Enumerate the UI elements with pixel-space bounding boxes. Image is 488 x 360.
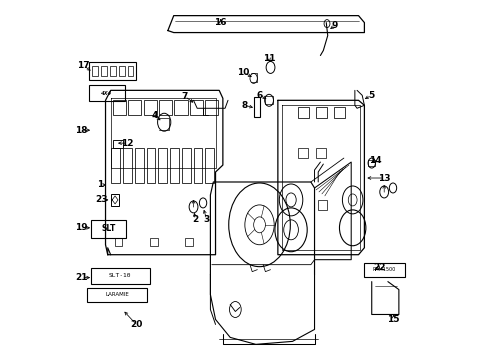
Bar (128, 100, 141, 115)
Bar (113, 140, 123, 148)
Bar (119, 67, 124, 76)
Bar (88, 62, 136, 80)
Bar (315, 107, 326, 118)
Text: 22: 22 (372, 263, 385, 272)
Bar (91, 268, 149, 284)
Bar (135, 148, 143, 183)
Text: SLT: SLT (101, 224, 116, 233)
Text: 23: 23 (96, 195, 108, 204)
Bar (265, 96, 272, 104)
Text: 4X4: 4X4 (101, 91, 112, 96)
Bar (123, 148, 132, 183)
Bar (364, 263, 404, 276)
Text: 8: 8 (241, 101, 247, 110)
Bar (110, 67, 116, 76)
Bar (158, 148, 167, 183)
Text: 3: 3 (203, 215, 209, 224)
Bar (170, 148, 179, 183)
Bar (110, 194, 119, 206)
Bar (143, 100, 157, 115)
Text: 15: 15 (386, 315, 399, 324)
Text: 1: 1 (97, 180, 103, 189)
Text: 11: 11 (262, 54, 275, 63)
Text: 19: 19 (75, 223, 87, 232)
Bar (101, 67, 107, 76)
Text: RAM1500: RAM1500 (372, 267, 395, 272)
Text: 18: 18 (75, 126, 87, 135)
Bar (92, 67, 98, 76)
Bar (205, 148, 214, 183)
Text: 9: 9 (331, 21, 338, 30)
Text: 7: 7 (181, 92, 187, 101)
Text: 4: 4 (151, 111, 158, 120)
Bar (182, 148, 190, 183)
Bar (315, 148, 325, 158)
Text: 14: 14 (368, 156, 381, 165)
Text: 6: 6 (256, 91, 262, 100)
Text: 16: 16 (214, 18, 226, 27)
Bar (298, 148, 307, 158)
Bar (111, 148, 120, 183)
Text: 12: 12 (121, 139, 134, 148)
Bar (91, 220, 126, 238)
Bar (88, 85, 125, 101)
Text: 10: 10 (237, 68, 249, 77)
Text: 2: 2 (191, 215, 198, 224)
Bar (205, 100, 218, 115)
Bar (318, 200, 326, 210)
Bar (113, 100, 126, 115)
Text: 13: 13 (377, 174, 389, 183)
Bar (159, 100, 172, 115)
Bar (254, 97, 260, 117)
Bar (87, 288, 147, 302)
Bar (174, 100, 187, 115)
Bar (298, 107, 309, 118)
Bar (333, 107, 344, 118)
Text: 21: 21 (75, 273, 87, 282)
Text: 5: 5 (368, 91, 374, 100)
Bar (146, 148, 155, 183)
Bar (189, 100, 203, 115)
Bar (150, 238, 157, 246)
Bar (193, 148, 202, 183)
Text: SLT·10: SLT·10 (109, 273, 131, 278)
Bar (115, 238, 122, 246)
Bar (185, 238, 192, 246)
Text: 20: 20 (130, 320, 142, 329)
Bar (367, 160, 375, 166)
Text: 17: 17 (77, 61, 90, 70)
Text: LARAMIE: LARAMIE (105, 292, 129, 297)
Bar (127, 67, 133, 76)
